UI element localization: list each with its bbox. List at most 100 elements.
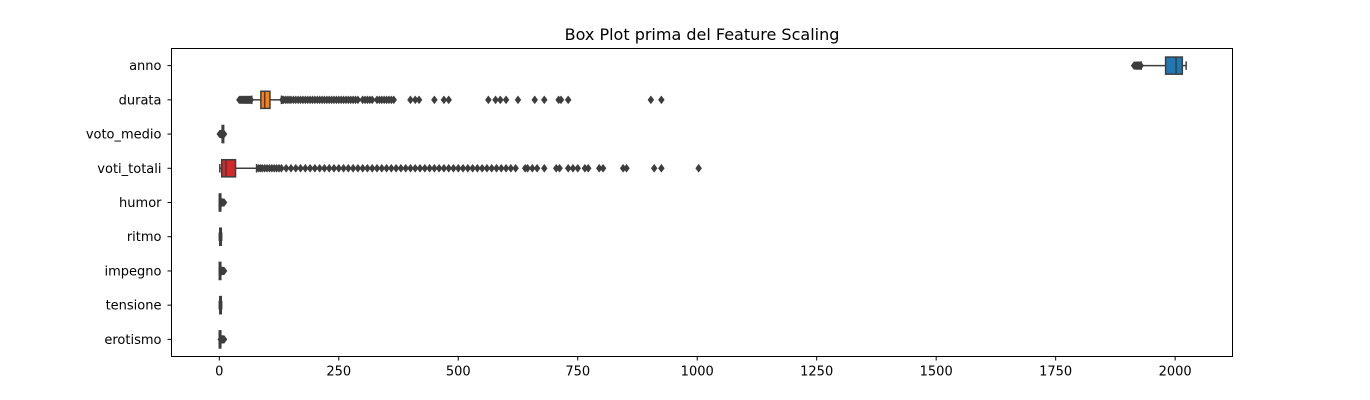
outlier-point bbox=[695, 163, 702, 173]
box-anno bbox=[1130, 56, 1187, 75]
y-tick-label: impegno bbox=[105, 264, 162, 279]
outlier-point bbox=[407, 163, 414, 173]
outlier-point bbox=[650, 163, 658, 173]
outlier-point bbox=[287, 163, 295, 173]
box-durata bbox=[236, 90, 665, 110]
box-voti_totali bbox=[219, 158, 702, 178]
x-tick-label: 1500 bbox=[920, 365, 953, 380]
outlier-point bbox=[292, 163, 300, 173]
outlier-point bbox=[415, 95, 423, 105]
outlier-point bbox=[416, 163, 424, 173]
outlier-point bbox=[306, 163, 314, 173]
outlier-point bbox=[390, 95, 398, 105]
x-tick-label: 500 bbox=[446, 365, 471, 380]
x-tick-label: 1000 bbox=[681, 365, 714, 380]
outlier-point bbox=[514, 95, 522, 105]
outlier-point bbox=[445, 95, 453, 105]
y-tick-label: ritmo bbox=[127, 230, 162, 245]
y-tick-label: voti_totali bbox=[97, 162, 161, 177]
outlier-point bbox=[459, 163, 467, 173]
x-tick-label: 250 bbox=[326, 365, 351, 380]
chart-title: Box Plot prima del Feature Scaling bbox=[565, 25, 840, 44]
outlier-point bbox=[658, 163, 665, 173]
y-tick-label: tensione bbox=[106, 299, 162, 314]
outlier-point bbox=[493, 163, 500, 173]
y-tick-label: durata bbox=[119, 93, 162, 108]
outlier-point bbox=[647, 95, 655, 105]
outlier-point bbox=[1137, 61, 1145, 71]
box-voto_medio bbox=[216, 124, 228, 144]
outlier-point bbox=[483, 163, 491, 173]
x-tick-label: 0 bbox=[215, 365, 223, 380]
outlier-point bbox=[325, 163, 333, 173]
plot-area bbox=[216, 56, 1187, 349]
outlier-point bbox=[316, 163, 323, 173]
y-tick-label: anno bbox=[129, 59, 161, 74]
outlier-point bbox=[445, 163, 453, 173]
outlier-point bbox=[426, 163, 433, 173]
x-tick-label: 750 bbox=[565, 365, 590, 380]
outlier-point bbox=[474, 163, 481, 173]
outlier-point bbox=[564, 163, 572, 173]
outlier-point bbox=[502, 95, 510, 105]
box-impegno bbox=[218, 261, 228, 281]
outlier-point bbox=[311, 163, 319, 173]
outlier-point bbox=[658, 95, 665, 105]
y-tick-label: humor bbox=[119, 196, 162, 211]
outlier-point bbox=[220, 198, 228, 207]
box-body bbox=[220, 158, 237, 178]
outlier-point bbox=[507, 163, 515, 173]
outlier-point bbox=[378, 163, 386, 173]
outlier-point bbox=[431, 95, 438, 105]
outlier-point bbox=[421, 163, 429, 173]
outlier-point bbox=[574, 163, 582, 173]
outlier-point bbox=[540, 163, 548, 173]
box-humor bbox=[218, 193, 228, 212]
outlier-point bbox=[368, 163, 376, 173]
outlier-point bbox=[435, 163, 443, 173]
y-tick-label: erotismo bbox=[104, 333, 161, 348]
outlier-point bbox=[529, 163, 536, 173]
x-tick-label: 1250 bbox=[800, 365, 833, 380]
outlier-point bbox=[407, 95, 414, 105]
outlier-point bbox=[392, 163, 400, 173]
outlier-point bbox=[488, 163, 496, 173]
outlier-point bbox=[524, 163, 531, 173]
outlier-point bbox=[297, 163, 304, 173]
y-tick-label: voto_medio bbox=[86, 128, 162, 143]
outlier-point bbox=[450, 163, 457, 173]
outlier-point bbox=[599, 163, 607, 173]
outlier-point bbox=[340, 163, 347, 173]
outlier-point bbox=[282, 163, 290, 173]
outlier-point bbox=[220, 266, 228, 276]
box-body bbox=[1164, 56, 1184, 75]
outlier-point bbox=[402, 163, 409, 173]
outlier-point bbox=[440, 95, 448, 105]
outlier-point bbox=[302, 163, 309, 173]
box-tensione bbox=[218, 295, 223, 315]
outlier-point bbox=[469, 163, 476, 173]
outlier-point bbox=[345, 163, 352, 173]
outlier-point bbox=[492, 95, 499, 105]
outlier-point bbox=[454, 163, 462, 173]
outlier-point bbox=[431, 163, 438, 173]
outlier-point bbox=[220, 334, 228, 344]
outlier-point bbox=[247, 95, 255, 105]
outlier-point bbox=[397, 163, 405, 173]
x-tick-label: 1750 bbox=[1039, 365, 1072, 380]
outlier-point bbox=[557, 95, 565, 105]
outlier-point bbox=[540, 95, 548, 105]
outlier-point bbox=[364, 163, 371, 173]
outlier-point bbox=[531, 95, 539, 105]
outlier-point bbox=[440, 163, 448, 173]
outlier-point bbox=[411, 163, 419, 173]
outlier-point bbox=[512, 163, 519, 173]
outlier-point bbox=[330, 163, 338, 173]
outlier-point bbox=[220, 129, 228, 139]
outlier-point bbox=[359, 163, 366, 173]
x-tick-label: 2000 bbox=[1159, 365, 1192, 380]
outlier-point bbox=[569, 163, 577, 173]
outlier-point bbox=[497, 163, 505, 173]
outlier-point bbox=[368, 95, 376, 105]
